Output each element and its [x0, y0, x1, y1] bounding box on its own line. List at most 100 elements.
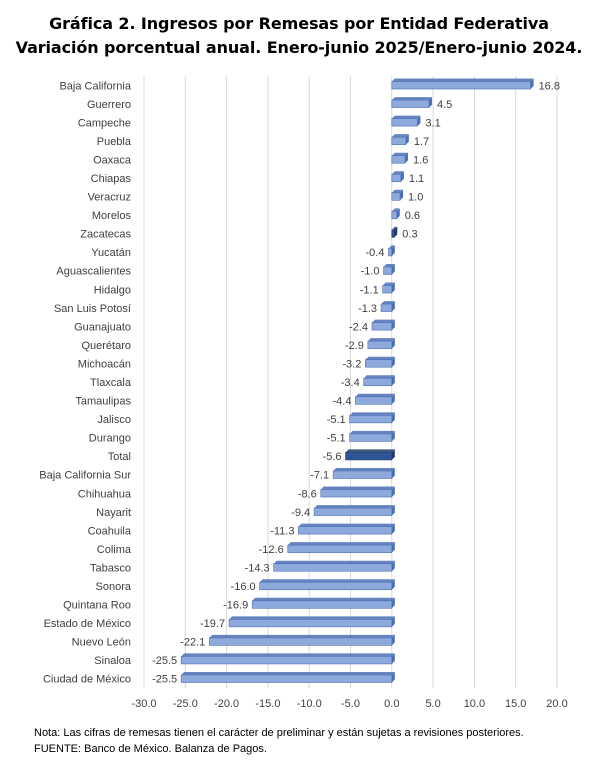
data-label: -3.2 [342, 358, 361, 370]
category-label: Sinaloa [94, 655, 132, 667]
bar-side-face [391, 467, 395, 479]
data-label: -1.0 [361, 266, 380, 278]
bar [273, 563, 393, 572]
bar-chart: -30.0 -25.0 -20.0 -15.0 -10.0 -5.0 0.0 5.0 10.0 1… [39, 76, 568, 710]
bar-side-face [391, 634, 395, 646]
bar-top-face [365, 356, 395, 360]
category-label: Guerrero [87, 99, 131, 111]
bar-side-face [391, 653, 395, 664]
data-label: 1.7 [414, 136, 429, 148]
bar-top-face [391, 134, 409, 138]
category-label: Querétaro [81, 340, 131, 352]
data-label: 4.5 [437, 99, 452, 111]
bar [365, 359, 393, 368]
chart-title-line-1: Gráfica 2. Ingresos por Remesas por Enti… [49, 14, 549, 33]
bar-side-face [391, 282, 395, 294]
bar [391, 173, 402, 183]
x-tick-label: 0.0 [384, 698, 399, 710]
category-label: Nayarit [96, 507, 131, 519]
bar-top-face [371, 319, 395, 323]
bar [391, 118, 418, 127]
bar [332, 470, 393, 479]
category-label: Chihuahua [78, 488, 132, 500]
data-label: -11.3 [270, 525, 294, 537]
bar-side-face [428, 97, 432, 108]
source-text: FUENTE: Banco de México. Balanza de Pago… [34, 743, 267, 755]
bar-side-face [400, 189, 404, 201]
bar-top-face [320, 486, 395, 490]
bar [391, 155, 406, 164]
bar-top-face [252, 597, 395, 601]
data-label: -8.6 [298, 488, 317, 500]
category-label: Puebla [97, 136, 132, 148]
data-label: -25.5 [152, 674, 177, 686]
bar-side-face [391, 338, 395, 349]
category-label: Veracruz [88, 192, 131, 204]
bar-side-face [391, 523, 395, 535]
bar-side-face [391, 319, 395, 331]
bar-top-face [229, 616, 395, 620]
bar [313, 507, 393, 516]
x-tick-label: 20.0 [546, 698, 567, 710]
category-label: Michoacán [78, 358, 131, 370]
bar [380, 303, 393, 312]
x-tick-label: -25.0 [173, 698, 198, 710]
bar-side-face [391, 393, 395, 405]
bar-top-face [209, 634, 395, 638]
category-label: Quintana Roo [63, 600, 131, 612]
bar-top-face [273, 560, 395, 564]
bar [287, 544, 393, 553]
category-label: Ciudad de México [43, 674, 131, 686]
bar-side-face [417, 115, 421, 127]
category-label: San Luis Potosí [54, 303, 131, 315]
category-label: Oaxaca [93, 154, 132, 166]
bar-top-face [391, 189, 404, 193]
data-label: -4.4 [332, 396, 351, 408]
bar-side-face [405, 152, 409, 164]
bar [391, 211, 398, 220]
data-label: 1.1 [409, 173, 424, 185]
category-label: Estado de México [44, 618, 131, 630]
bar [228, 619, 393, 628]
category-label: Tlaxcala [90, 377, 132, 389]
data-label: 1.6 [413, 154, 428, 166]
data-label: -16.9 [223, 600, 248, 612]
bar-side-face [530, 78, 534, 90]
category-label: Durango [89, 433, 131, 445]
data-label: -2.4 [349, 321, 368, 333]
bar-top-face [349, 412, 395, 416]
bar-side-face [391, 579, 395, 590]
data-label: -25.5 [152, 655, 177, 667]
data-label: -12.6 [259, 544, 284, 556]
bar [371, 322, 393, 331]
x-tick-label: -10.0 [297, 698, 322, 710]
bar-side-face [391, 301, 395, 312]
bar-top-face [391, 208, 400, 212]
data-label: -1.3 [358, 303, 377, 315]
bar [391, 229, 395, 238]
bar-top-face [287, 542, 395, 546]
bar-side-face [391, 486, 395, 498]
bar [391, 136, 407, 145]
category-label: Zacatecas [80, 229, 131, 241]
bar [208, 637, 393, 646]
bar-top-face [181, 671, 395, 675]
bar-top-face [383, 263, 395, 267]
category-label: Chiapas [91, 173, 132, 185]
data-label: -9.4 [291, 507, 310, 519]
bar-top-face [391, 171, 404, 175]
data-label: 0.6 [405, 210, 420, 222]
bar-top-face [363, 375, 395, 379]
bar [363, 377, 393, 387]
x-tick-label: -30.0 [131, 698, 156, 710]
data-label: 0.3 [402, 229, 417, 241]
category-label: Total [108, 451, 131, 463]
bar-top-face [388, 245, 395, 249]
bar [388, 248, 393, 257]
data-label: -5.1 [327, 433, 346, 445]
bar-top-face [391, 226, 398, 230]
bar-side-face [391, 616, 395, 627]
bar-side-face [391, 430, 395, 442]
note-text: Nota: Las cifras de remesas tienen el ca… [34, 727, 524, 739]
chart-notes: Nota: Las cifras de remesas tienen el ca… [34, 725, 524, 757]
